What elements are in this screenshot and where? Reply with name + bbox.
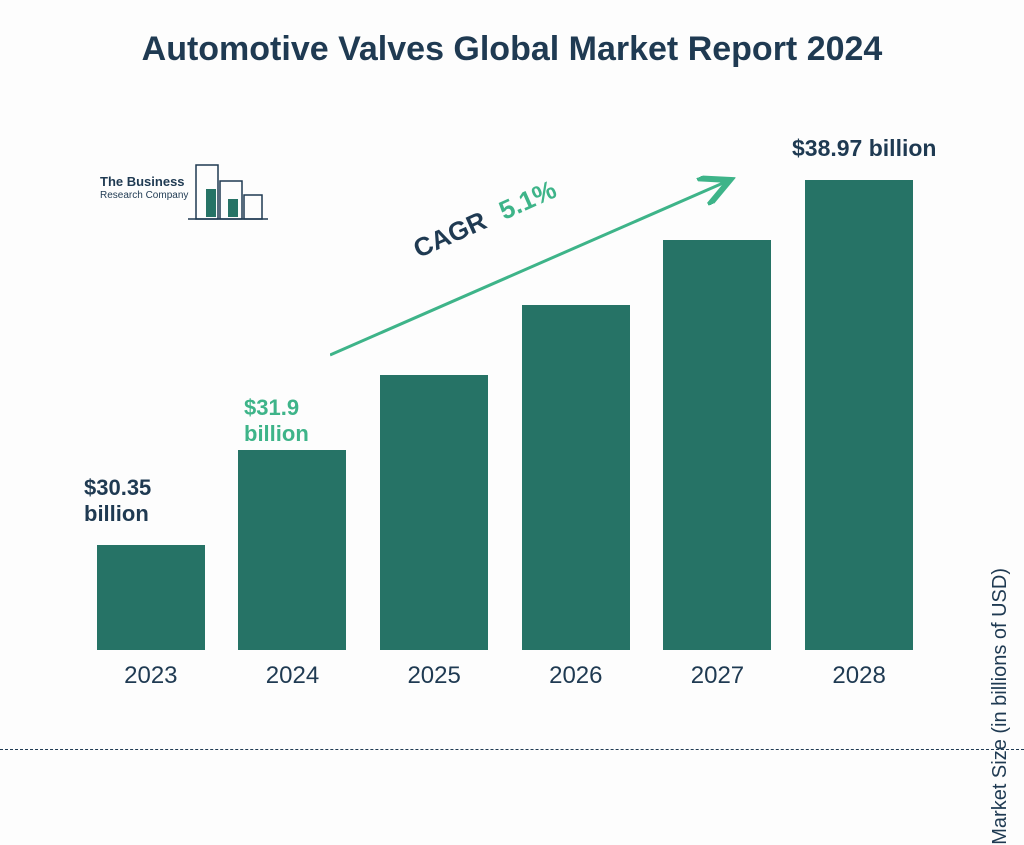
y-axis-label: Market Size (in billions of USD) <box>989 568 1012 845</box>
chart-title: Automotive Valves Global Market Report 2… <box>0 28 1024 71</box>
bottom-divider <box>0 749 1024 750</box>
value-label-2028: $38.97 billion <box>792 135 962 163</box>
bar-2023 <box>97 545 205 650</box>
cagr-annotation: CAGR 5.1% <box>330 175 750 375</box>
bar-2024 <box>238 450 346 650</box>
value-label-2024: $31.9 billion <box>244 395 354 448</box>
x-label-1: 2024 <box>232 662 352 690</box>
x-label-4: 2027 <box>657 662 777 690</box>
x-label-2: 2025 <box>374 662 494 690</box>
x-axis-labels: 2023 2024 2025 2026 2027 2028 <box>80 662 930 690</box>
x-label-0: 2023 <box>91 662 211 690</box>
bar-2025 <box>380 375 488 650</box>
value-label-2023: $30.35 billion <box>84 475 194 528</box>
x-label-3: 2026 <box>516 662 636 690</box>
x-label-5: 2028 <box>799 662 919 690</box>
bar-2028 <box>805 180 913 650</box>
